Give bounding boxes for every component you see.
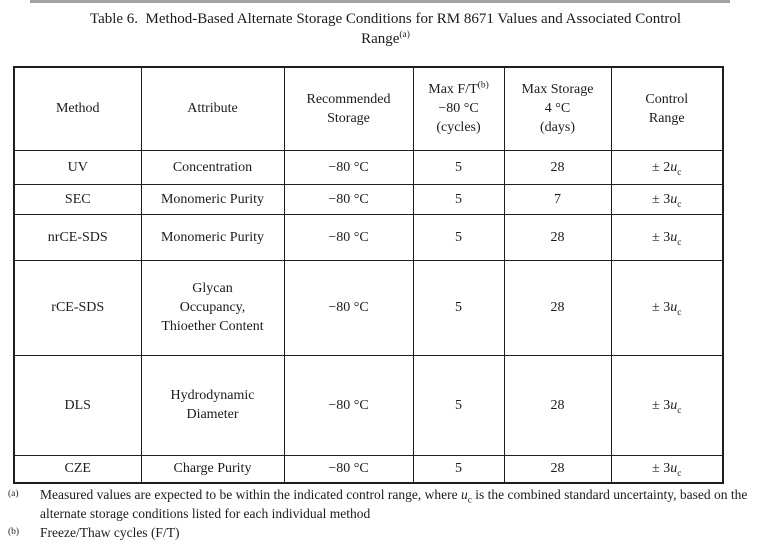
uncertainty-symbol: u <box>460 487 468 502</box>
cell-attribute: Hydrodynamic Diameter <box>140 354 285 456</box>
header-max-ft: Max F/T(b) −80 °C (cycles) <box>412 66 505 151</box>
footnotes: (a) Measured values are expected to be w… <box>8 485 765 542</box>
cell-attribute: Concentration <box>140 149 285 185</box>
cell-storage-days: 28 <box>503 354 612 456</box>
cell-control-range: ± 3uc <box>610 213 724 261</box>
cell-storage-days: 28 <box>503 213 612 261</box>
cell-control-range: ± 3uc <box>610 259 724 356</box>
cell-storage: −80 °C <box>283 213 414 261</box>
header-control-range: Control Range <box>610 66 724 151</box>
cell-method: CZE <box>13 454 142 484</box>
table-row: rCE-SDS Glycan Occupancy, Thioether Cont… <box>13 259 724 356</box>
cell-storage: −80 °C <box>283 183 414 215</box>
cell-ft-cycles: 5 <box>412 259 505 356</box>
uncertainty-symbol: u <box>670 229 678 245</box>
cell-control-range: ± 3uc <box>610 354 724 456</box>
uncertainty-symbol: u <box>670 159 678 175</box>
table-row: DLS Hydrodynamic Diameter −80 °C 5 28 ± … <box>13 354 724 456</box>
header-max-storage: Max Storage 4 °C (days) <box>503 66 612 151</box>
table-row: nrCE-SDS Monomeric Purity −80 °C 5 28 ± … <box>13 213 724 261</box>
table-caption-line1: Table 6. Method-Based Alternate Storage … <box>89 11 682 27</box>
cell-control-range: ± 2uc <box>610 149 724 185</box>
cell-method: nrCE-SDS <box>13 213 142 261</box>
footnote-a-marker: (a) <box>8 489 19 499</box>
uncertainty-symbol: u <box>670 191 678 207</box>
cell-storage: −80 °C <box>283 354 414 456</box>
uncertainty-symbol: u <box>670 397 678 413</box>
cell-storage: −80 °C <box>283 149 414 185</box>
table-row: UV Concentration −80 °C 5 28 ± 2uc <box>13 149 724 185</box>
cell-storage-days: 28 <box>503 454 612 484</box>
footnote-b-marker: (b) <box>8 527 20 537</box>
cell-ft-cycles: 5 <box>412 183 505 215</box>
cell-storage: −80 °C <box>283 259 414 356</box>
footnote-ref-b: (b) <box>477 80 489 91</box>
table-row: CZE Charge Purity −80 °C 5 28 ± 3uc <box>13 454 724 484</box>
table-caption-line2: Range(a) <box>361 30 410 47</box>
cell-storage-days: 28 <box>503 149 612 185</box>
cell-method: UV <box>13 149 142 185</box>
page-edge-artifact <box>30 0 730 3</box>
header-method: Method <box>13 66 142 151</box>
cell-storage: −80 °C <box>283 454 414 484</box>
header-attribute: Attribute <box>140 66 285 151</box>
table-caption: Table 6. Method-Based Alternate Storage … <box>0 9 771 49</box>
cell-control-range: ± 3uc <box>610 183 724 215</box>
cell-method: SEC <box>13 183 142 215</box>
cell-method: DLS <box>13 354 142 456</box>
header-row: Method Attribute Recommended Storage Max… <box>13 66 724 151</box>
table-row: SEC Monomeric Purity −80 °C 5 7 ± 3uc <box>13 183 724 215</box>
cell-ft-cycles: 5 <box>412 454 505 484</box>
cell-attribute: Charge Purity <box>140 454 285 484</box>
uncertainty-symbol: u <box>670 461 678 477</box>
cell-ft-cycles: 5 <box>412 354 505 456</box>
footnote-a: (a) Measured values are expected to be w… <box>8 487 748 521</box>
cell-storage-days: 7 <box>503 183 612 215</box>
header-recommended-storage: Recommended Storage <box>283 66 414 151</box>
cell-method: rCE-SDS <box>13 259 142 356</box>
storage-conditions-table: Method Attribute Recommended Storage Max… <box>13 66 724 484</box>
uncertainty-symbol: u <box>670 300 678 315</box>
cell-attribute: Monomeric Purity <box>140 213 285 261</box>
cell-ft-cycles: 5 <box>412 149 505 185</box>
cell-attribute: Glycan Occupancy, Thioether Content <box>140 259 285 356</box>
cell-attribute: Monomeric Purity <box>140 183 285 215</box>
cell-ft-cycles: 5 <box>412 213 505 261</box>
footnote-b: (b) Freeze/Thaw cycles (F/T) <box>8 525 180 540</box>
footnote-ref-a: (a) <box>399 30 410 40</box>
cell-storage-days: 28 <box>503 259 612 356</box>
cell-control-range: ± 3uc <box>610 454 724 484</box>
